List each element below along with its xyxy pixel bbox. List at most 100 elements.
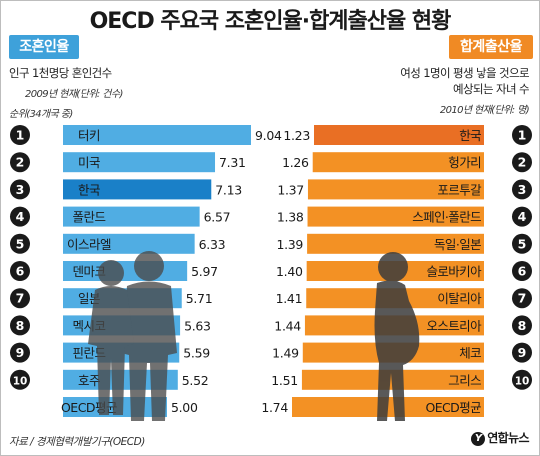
marriage-country-label: 이스라엘 — [67, 237, 111, 252]
fertility-value-label: 1.40 — [276, 264, 303, 279]
fertility-value-label: 1.26 — [282, 155, 309, 170]
marriage-rank-label: 8 — [16, 318, 25, 333]
fertility-value-label: 1.74 — [261, 400, 288, 415]
fertility-value-label: 1.44 — [274, 318, 301, 333]
fertility-bar — [307, 233, 484, 254]
marriage-rank-marker-icon — [10, 342, 30, 363]
fertility-rank-marker-icon — [512, 261, 532, 281]
fertility-rank-label: 10 — [515, 375, 530, 387]
fertility-country-label: 체코 — [459, 346, 481, 361]
marriage-rank-marker-icon — [10, 206, 30, 227]
fertility-country-label: 포르투갈 — [437, 182, 482, 197]
marriage-rate-tag: 조혼인율 — [9, 35, 79, 59]
marriage-rank-marker-icon — [10, 369, 30, 390]
marriage-country-label: 일본 — [78, 291, 100, 306]
fertility-country-label: 독일·일본 — [434, 237, 481, 252]
marriage-rank-label: 9 — [16, 345, 25, 360]
fertility-rank-marker-icon — [512, 369, 532, 390]
marriage-rank-marker-icon — [10, 233, 30, 254]
fertility-rank-marker-icon — [512, 152, 532, 173]
fertility-rank-marker-icon — [512, 233, 532, 254]
marriage-value-label: 5.63 — [184, 318, 211, 333]
fertility-rank-marker-icon — [512, 288, 532, 309]
fertility-bar — [312, 152, 484, 173]
fertility-value-label: 1.51 — [271, 373, 298, 388]
marriage-value-label: 7.31 — [219, 155, 246, 170]
marriage-value-label: 5.52 — [182, 373, 209, 388]
marriage-country-label: 덴마크 — [72, 264, 105, 279]
marriage-country-label: 터키 — [78, 128, 100, 143]
fertility-rank-label: 2 — [518, 155, 527, 170]
fertility-value-label: 1.49 — [272, 346, 299, 361]
marriage-value-label: 6.33 — [199, 237, 226, 252]
marriage-value-label: 5.59 — [183, 346, 210, 361]
fertility-rank-label: 9 — [518, 345, 527, 360]
marriage-country-label: 한국 — [78, 182, 100, 197]
fertility-value-label: 1.37 — [277, 182, 304, 197]
fertility-country-label: 오스트리아 — [426, 318, 482, 333]
fertility-rank-label: 7 — [518, 291, 527, 306]
fertility-note: 2010년 현재(단위: 명) — [439, 105, 530, 116]
marriage-country-label: OECD평균 — [61, 400, 117, 415]
fertility-value-label: 1.23 — [283, 128, 310, 143]
page-title: OECD 주요국 조혼인율·합계출산율 현황 — [89, 9, 452, 34]
fertility-bar — [314, 125, 484, 145]
marriage-rank-note: 순위(34개국 중) — [9, 109, 73, 120]
marriage-country-label: 멕시코 — [72, 318, 105, 333]
fertility-rank-marker-icon — [512, 125, 532, 145]
marriage-rank-marker-icon — [10, 152, 30, 173]
fertility-rank-marker-icon — [512, 206, 532, 227]
fertility-value-label: 1.39 — [276, 237, 303, 252]
fertility-rank-label: 8 — [518, 318, 527, 333]
fertility-rank-label: 6 — [518, 264, 527, 279]
marriage-value-label: 5.71 — [186, 291, 213, 306]
marriage-rank-label: 7 — [16, 291, 25, 306]
fertility-country-label: 한국 — [459, 128, 481, 143]
marriage-bar — [63, 206, 200, 227]
marriage-description: 인구 1천명당 혼인건수 — [9, 66, 112, 80]
fertility-rank-marker-icon — [512, 342, 532, 363]
fertility-rank-marker-icon — [512, 315, 532, 336]
marriage-country-label: 미국 — [78, 155, 100, 170]
fertility-rank-marker-icon — [512, 179, 532, 200]
fertility-country-label: OECD평균 — [426, 400, 482, 415]
fertility-description-line2: 예상되는 자녀 수 — [453, 82, 530, 96]
credit: Y 연합뉴스 — [471, 429, 530, 446]
marriage-value-label: 6.57 — [204, 210, 231, 225]
source-note: 자료 / 경제협력개발기구(OECD) — [9, 436, 145, 448]
marriage-rank-label: 1 — [16, 128, 25, 143]
fertility-country-label: 그리스 — [448, 373, 481, 388]
fertility-rank-label: 4 — [518, 209, 527, 224]
fertility-rank-label: 5 — [518, 236, 527, 251]
marriage-rank-marker-icon — [10, 179, 30, 200]
credit-text: 연합뉴스 — [487, 431, 529, 445]
fertility-bar — [307, 206, 484, 227]
marriage-value-label: 5.97 — [191, 264, 218, 279]
marriage-bar — [63, 233, 195, 254]
marriage-rank-label: 10 — [13, 375, 28, 387]
marriage-country-label: 호주 — [78, 373, 100, 388]
marriage-bar — [63, 179, 212, 200]
marriage-value-label: 5.00 — [171, 400, 198, 415]
marriage-bar — [63, 152, 216, 173]
marriage-rank-label: 5 — [16, 236, 25, 251]
fertility-bar — [307, 179, 484, 200]
marriage-rank-label: 3 — [16, 182, 25, 197]
marriage-rank-label: 4 — [16, 209, 25, 224]
fertility-country-label: 헝가리 — [448, 155, 481, 170]
fertility-rank-label: 3 — [518, 182, 527, 197]
fertility-description-line1: 여성 1명이 평생 낳을 것으로 — [400, 66, 529, 80]
fertility-country-label: 슬로바키아 — [426, 264, 482, 279]
marriage-rank-marker-icon — [10, 125, 30, 145]
marriage-note: 2009년 현재(단위: 건수) — [25, 89, 123, 100]
fertility-rate-tag: 합계출산율 — [449, 35, 533, 59]
marriage-rank-marker-icon — [10, 315, 30, 336]
marriage-rank-label: 2 — [16, 155, 25, 170]
marriage-rank-label: 6 — [16, 264, 25, 279]
marriage-value-label: 9.04 — [255, 128, 282, 143]
fertility-country-label: 이탈리아 — [437, 291, 482, 306]
yonhap-logo-icon: Y — [471, 432, 486, 446]
marriage-country-label: 폴란드 — [72, 210, 105, 225]
